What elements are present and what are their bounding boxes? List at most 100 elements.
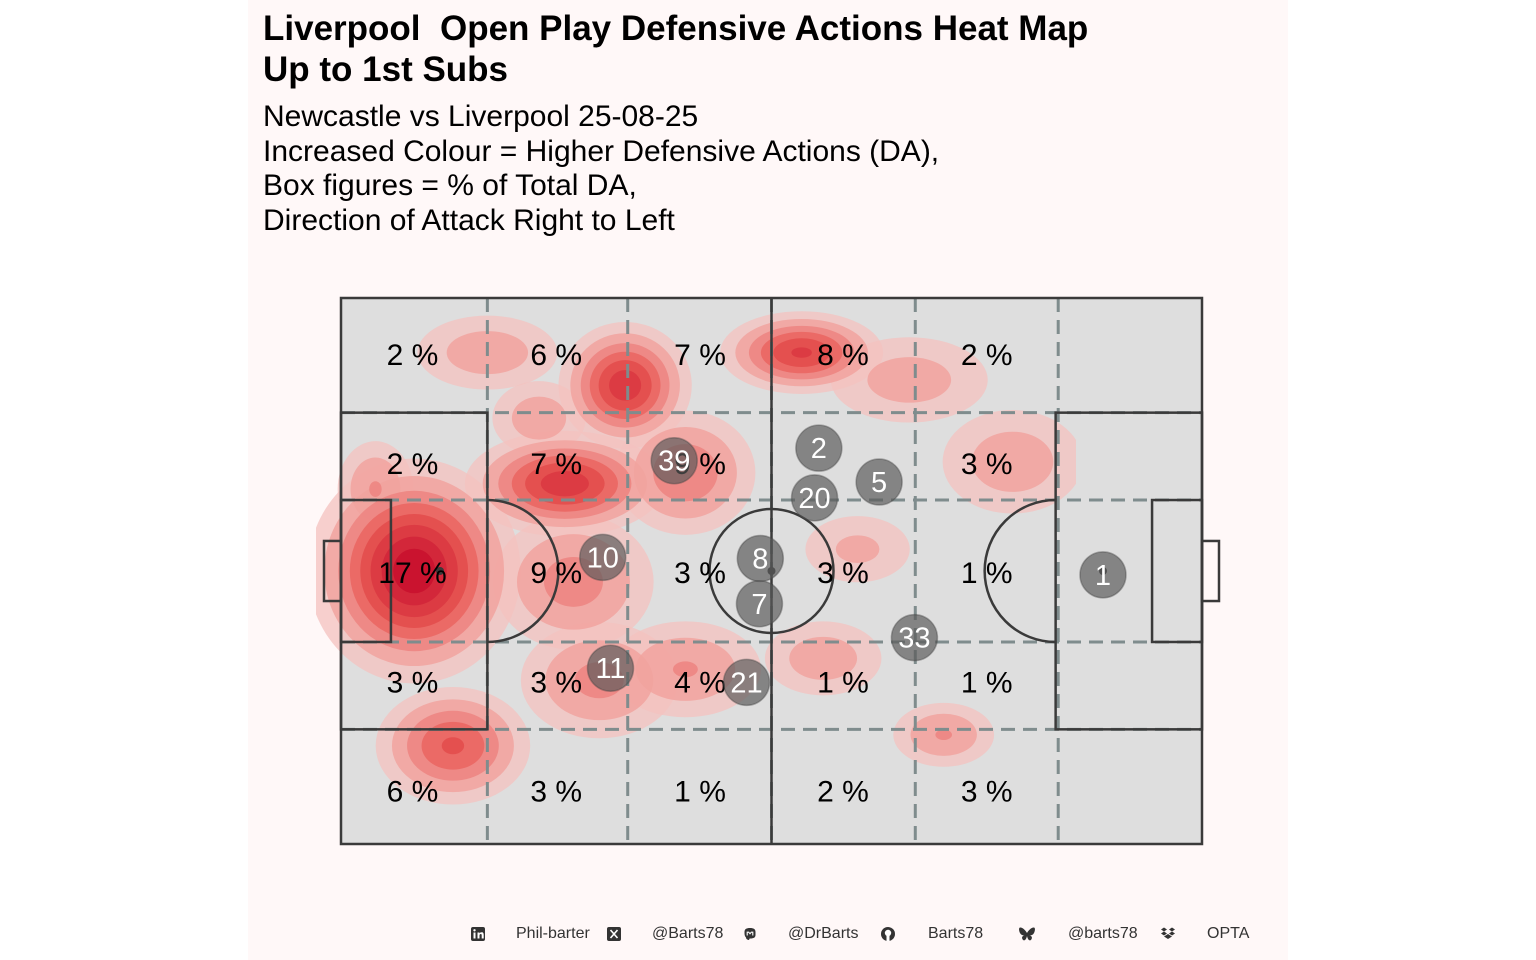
- footer-linkedin-handle: Phil-barter: [516, 925, 590, 942]
- zone-percentage-label: 8 %: [817, 339, 869, 372]
- footer-credits: Phil-barter @Barts78 @DrBarts Barts78 @b…: [0, 922, 1536, 950]
- player-marker: 39: [650, 436, 698, 485]
- penalty-arc-left: [487, 498, 560, 644]
- heat-blob: [935, 729, 952, 741]
- heat-blob: [540, 470, 589, 497]
- player-number-label: 8: [752, 543, 768, 575]
- player-marker-dot: [795, 424, 843, 472]
- player-number-label: 1: [1095, 560, 1111, 592]
- title-line-2: Up to 1st Subs: [263, 50, 509, 89]
- zone-percentage-label: 7 %: [530, 448, 582, 481]
- player-marker: 1: [1079, 551, 1127, 599]
- player-marker: 11: [586, 644, 635, 692]
- player-marker: 21: [722, 658, 771, 707]
- heat-blob: [393, 548, 436, 594]
- player-number-label: 7: [751, 589, 767, 621]
- subtitle-line-1: Newcastle vs Liverpool 25-08-25: [263, 100, 699, 133]
- heat-blob: [369, 481, 382, 497]
- heat-blob: [971, 431, 1054, 492]
- player-number-label: 39: [658, 446, 690, 478]
- heat-blob: [867, 357, 952, 403]
- player-number-label: 5: [871, 467, 887, 499]
- zone-percentages: 2 % 6 % 7 % 8 % 2 %2 % 7 % 9 % 3 %17 % 9 % 3 % 3 %…: [378, 339, 1012, 809]
- player-marker: 20: [790, 474, 839, 522]
- player-marker-dot: [1079, 551, 1127, 599]
- footer-github-handle: Barts78: [928, 925, 984, 942]
- zone-percentage-label: 3 %: [530, 666, 582, 699]
- player-marker: 7: [735, 580, 784, 628]
- heat-blob: [511, 396, 567, 440]
- player-number-label: 33: [898, 623, 930, 655]
- player-marker-dot: [855, 458, 903, 506]
- subtitle-line-4: Direction of Attack Right to Left: [263, 203, 675, 237]
- player-number-label: 2: [811, 433, 827, 465]
- zone-percentage-label: 1 %: [961, 666, 1013, 699]
- subtitle-line-2: Increased Colour = Higher Defensive Acti…: [263, 134, 940, 168]
- player-marker-dot: [790, 474, 839, 522]
- zone-percentage-label: 3 %: [530, 776, 582, 809]
- zone-percentage-label: 6 %: [530, 339, 582, 372]
- heat-blob: [672, 661, 698, 678]
- player-marker-dot: [586, 644, 635, 692]
- heat-contour-level: [393, 548, 436, 594]
- player-marker-dot: [890, 613, 939, 662]
- player-marker-dot: [578, 533, 627, 582]
- player-number-label: 11: [595, 653, 625, 685]
- player-marker: 2: [795, 424, 843, 472]
- player-number-label: 21: [730, 667, 762, 699]
- mastodon-icon: [742, 926, 760, 944]
- heat-blob: [835, 535, 880, 563]
- zone-percentage-label: 2 %: [387, 339, 439, 372]
- zone-percentage-label: 9 %: [530, 557, 582, 590]
- chart-subtitle: Newcastle vs Liverpool 25-08-25 Increase…: [263, 100, 939, 238]
- bluesky-icon: [1018, 926, 1036, 944]
- pitch-markings: [322, 296, 1221, 846]
- zone-percentage-label: 1 %: [817, 666, 869, 699]
- heat-blob: [789, 636, 858, 680]
- heat-blob: [791, 347, 812, 358]
- zone-percentage-label: 6 %: [387, 776, 439, 809]
- penalty-arc-right: [983, 498, 1056, 644]
- title-line-1: Liverpool Open Play Defensive Actions He…: [263, 9, 1089, 48]
- zone-percentage-label: 4 %: [674, 666, 726, 699]
- player-marker-dot: [722, 658, 771, 707]
- footer-data-source: OPTA: [1207, 925, 1250, 942]
- player-marker: 33: [890, 613, 939, 662]
- zone-percentage-label: 3 %: [961, 448, 1013, 481]
- penalty-spot-left: [436, 567, 445, 575]
- player-marker: 8: [736, 534, 785, 583]
- github-icon: [880, 926, 898, 944]
- centre-circle: [708, 507, 835, 635]
- zone-percentage-label: 17 %: [378, 557, 446, 590]
- x-icon: [606, 926, 624, 944]
- goal-right: [1200, 539, 1221, 603]
- linkedin-icon: [470, 926, 488, 944]
- zone-percentage-label: 7 %: [674, 339, 726, 372]
- zone-percentage-label: 2 %: [387, 448, 439, 481]
- player-number-label: 10: [587, 542, 619, 574]
- heat-blob: [609, 370, 642, 401]
- footer-mastodon-handle: @DrBarts: [788, 925, 859, 942]
- footer-x-handle: @Barts78: [652, 925, 724, 942]
- player-marker-dot: [650, 436, 698, 485]
- zone-percentage-label: 3 %: [817, 557, 869, 590]
- zone-percentage-label: 3 %: [387, 666, 439, 699]
- zone-percentage-label: 2 %: [961, 339, 1013, 372]
- subtitle-line-3: Box figures = % of Total DA,: [263, 169, 637, 202]
- zone-percentage-label: 1 %: [674, 776, 726, 809]
- chart-title: Liverpool Open Play Defensive Actions He…: [263, 8, 1088, 90]
- zone-percentage-label: 1 %: [961, 557, 1013, 590]
- player-marker: 10: [578, 533, 627, 582]
- player-positions: 1 2 5 20 33 8 7 39 10 11 21: [578, 424, 1127, 707]
- heat-blob: [441, 737, 465, 755]
- player-number-label: 20: [798, 483, 830, 515]
- dropbox-icon: [1160, 926, 1178, 944]
- player-marker: 5: [855, 458, 903, 506]
- player-marker-dot: [735, 580, 784, 628]
- zone-percentage-label: 3 %: [674, 557, 726, 590]
- goal-left: [322, 539, 343, 603]
- footer-bluesky-handle: @barts78: [1068, 925, 1138, 942]
- zone-percentage-label: 2 %: [817, 776, 869, 809]
- zone-percentage-label: 3 %: [961, 776, 1013, 809]
